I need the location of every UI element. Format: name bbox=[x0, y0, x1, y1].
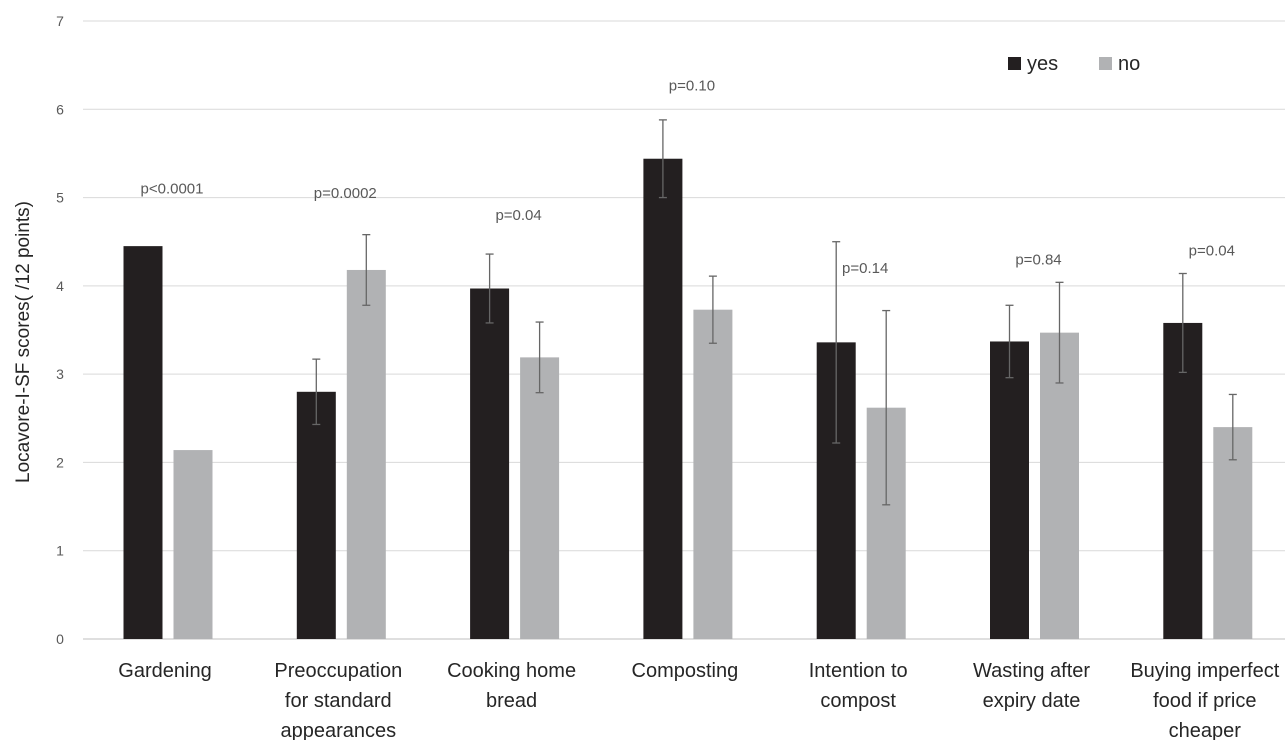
y-axis-label: Locavore-I-SF scores( /12 points) bbox=[13, 201, 34, 483]
error-bar bbox=[882, 309, 891, 506]
bar-no bbox=[1213, 427, 1253, 639]
legend-label-no: no bbox=[1118, 53, 1140, 75]
category-labels: Gardening Preoccupation for standard appear… bbox=[118, 660, 1279, 742]
legend-swatch-no bbox=[1099, 57, 1112, 70]
gridlines bbox=[83, 20, 1285, 640]
error-bar bbox=[535, 321, 544, 394]
legend-swatch-yes bbox=[1008, 57, 1021, 70]
category-label-line: expiry date bbox=[983, 690, 1081, 712]
p-value-label: p=0.10 bbox=[669, 77, 715, 94]
category-label-line: appearances bbox=[280, 720, 396, 740]
error-bar bbox=[1228, 393, 1237, 461]
category-label-line: Intention to bbox=[809, 660, 908, 682]
legend: yes no bbox=[1008, 53, 1140, 75]
category-label-line: Preoccupation bbox=[274, 660, 402, 682]
bar-yes bbox=[123, 246, 163, 639]
category-label-line: for standard bbox=[285, 690, 392, 712]
p-value-label: p=0.04 bbox=[495, 207, 541, 224]
bars bbox=[123, 158, 1253, 639]
error-bar bbox=[485, 253, 494, 324]
p-value-label: p=0.14 bbox=[842, 260, 888, 277]
bar-no bbox=[693, 309, 733, 639]
p-value-label: p<0.0001 bbox=[141, 181, 204, 198]
category-label: Buying imperfect food if price cheaper bbox=[1130, 660, 1279, 740]
bar-no bbox=[1040, 332, 1079, 639]
bar-no bbox=[520, 357, 560, 639]
legend-label-yes: yes bbox=[1027, 53, 1058, 75]
error-bar bbox=[1055, 281, 1064, 384]
category-label-line: Cooking home bbox=[447, 660, 576, 682]
y-tick-labels: 0 1 2 3 4 5 6 7 bbox=[56, 13, 64, 647]
category-label-line: compost bbox=[820, 690, 896, 712]
p-value-annotations: p<0.0001 p=0.0002 p=0.04 p=0.10 p=0.14 p=0.84… bbox=[141, 77, 1235, 277]
category-label-line: cheaper bbox=[1169, 720, 1242, 740]
category-label: Composting bbox=[632, 660, 739, 682]
category-label: Gardening bbox=[118, 660, 211, 682]
category-label-line: Buying imperfect bbox=[1130, 660, 1279, 682]
category-label-line: Composting bbox=[632, 660, 739, 682]
category-label-line: bread bbox=[486, 690, 537, 712]
bar-no bbox=[173, 450, 213, 639]
bar-yes bbox=[1163, 322, 1203, 639]
p-value-label: p=0.84 bbox=[1015, 251, 1061, 268]
category-label-line: food if price bbox=[1153, 690, 1256, 712]
y-tick-label: 1 bbox=[56, 543, 64, 559]
p-value-label: p=0.0002 bbox=[314, 185, 377, 202]
error-bar bbox=[832, 241, 841, 444]
y-tick-label: 5 bbox=[56, 190, 64, 206]
category-label-line: Gardening bbox=[118, 660, 211, 682]
error-bar bbox=[658, 119, 667, 199]
y-tick-label: 2 bbox=[56, 454, 64, 470]
y-tick-label: 6 bbox=[56, 101, 64, 117]
y-tick-label: 4 bbox=[56, 278, 64, 294]
bar-yes bbox=[990, 341, 1029, 639]
error-bar bbox=[1178, 272, 1187, 374]
error-bars bbox=[312, 119, 1237, 506]
y-tick-label: 7 bbox=[56, 13, 64, 29]
error-bar bbox=[362, 234, 371, 306]
error-bar bbox=[312, 358, 321, 426]
category-label: Cooking home bread bbox=[447, 660, 576, 712]
category-label-line: Wasting after bbox=[973, 660, 1090, 682]
bar-yes bbox=[643, 158, 683, 639]
y-tick-label: 0 bbox=[56, 631, 64, 647]
category-label: Intention to compost bbox=[809, 660, 908, 712]
p-value-label: p=0.04 bbox=[1189, 243, 1235, 260]
bar-no bbox=[346, 269, 386, 639]
y-tick-label: 3 bbox=[56, 366, 64, 382]
bar-yes bbox=[470, 288, 510, 639]
category-label: Wasting after expiry date bbox=[973, 660, 1090, 712]
bar-yes bbox=[296, 391, 336, 639]
error-bar bbox=[1005, 304, 1014, 379]
category-label: Preoccupation for standard appearances bbox=[274, 660, 402, 740]
error-bar bbox=[708, 275, 717, 344]
